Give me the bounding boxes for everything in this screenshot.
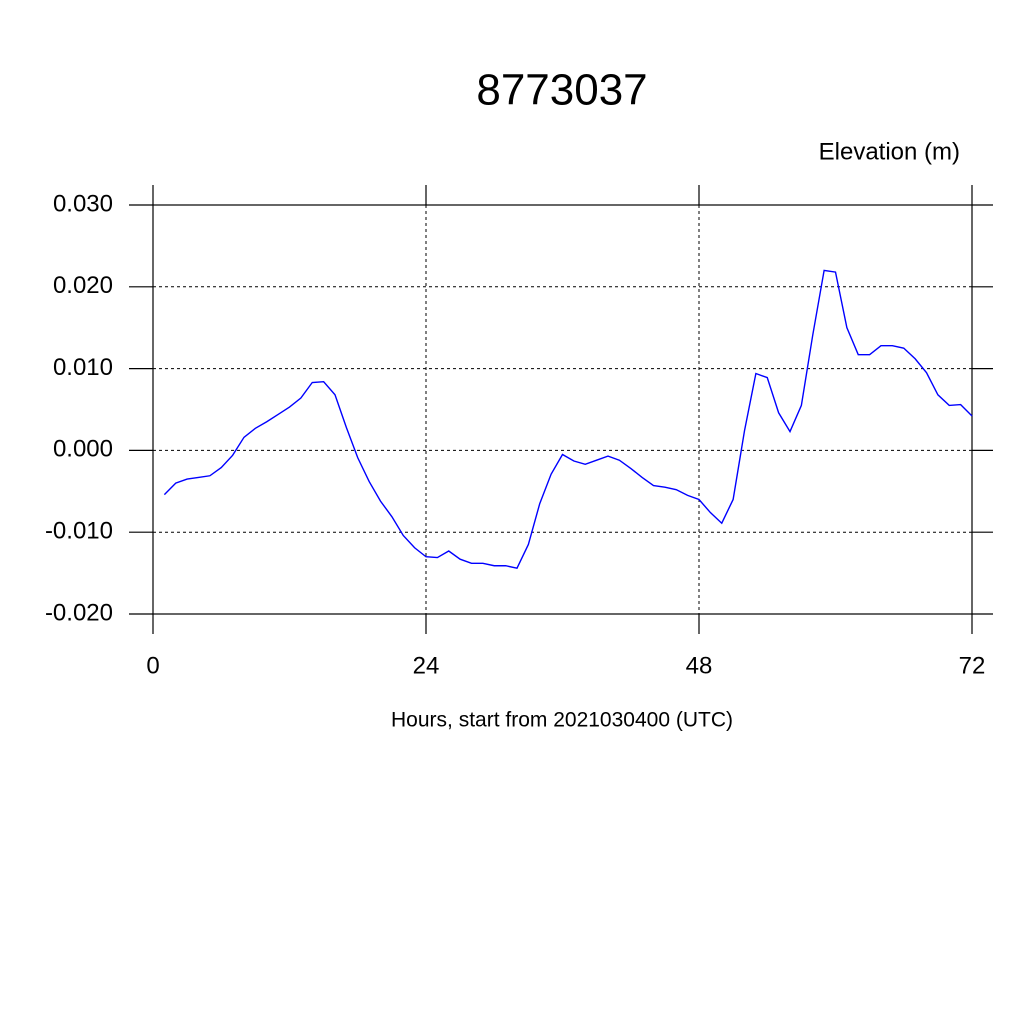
chart-subtitle: Elevation (m) <box>819 138 960 165</box>
y-tick-label: 0.030 <box>53 190 113 217</box>
x-tick-label: 72 <box>959 652 986 679</box>
y-tick-label: 0.010 <box>53 354 113 381</box>
x-axis-label: Hours, start from 2021030400 (UTC) <box>391 709 733 732</box>
y-tick-label: -0.010 <box>45 518 113 545</box>
data-line <box>163 269 973 569</box>
plot-frame <box>152 204 973 615</box>
y-tick-label: 0.000 <box>53 436 113 463</box>
x-tick-label: 24 <box>413 652 440 679</box>
chart-title: 8773037 <box>476 66 647 115</box>
y-tick-label: -0.020 <box>45 599 113 626</box>
x-tick-label: 0 <box>146 652 159 679</box>
x-tick-label: 48 <box>686 652 713 679</box>
y-tick-label: 0.020 <box>53 272 113 299</box>
